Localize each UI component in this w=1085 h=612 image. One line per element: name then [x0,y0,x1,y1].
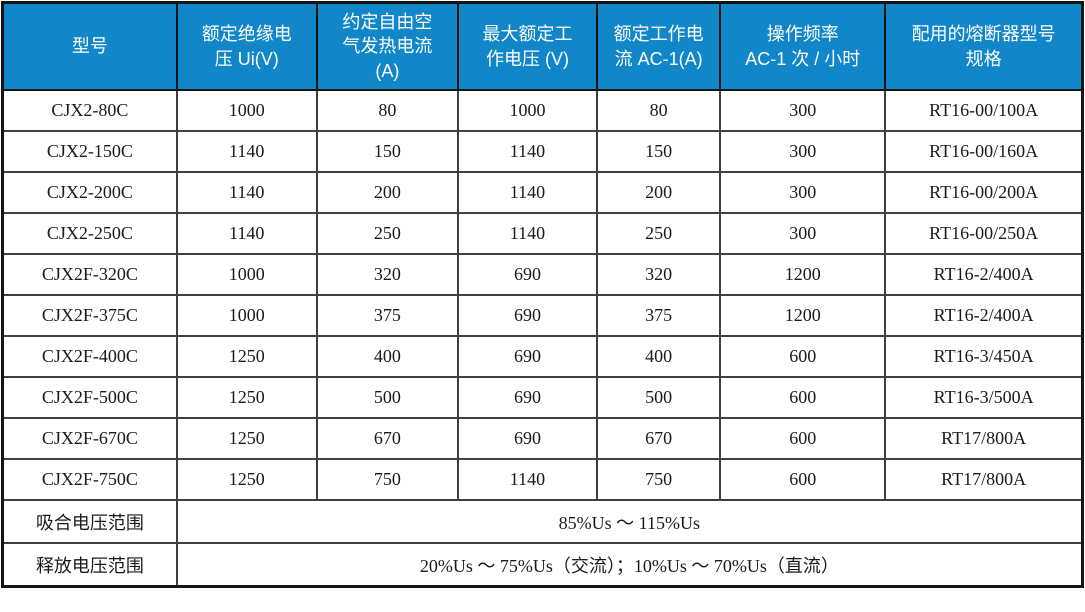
table-cell-model: CJX2F-400C [1,335,178,378]
table-cell-fuse: RT17/800A [884,417,1084,460]
table-cell: 1140 [456,171,599,214]
table-row: CJX2F-750C 1250 750 1140 750 600 RT17/80… [1,458,1084,501]
table-cell-fuse: RT16-00/200A [884,171,1084,214]
table-row: CJX2F-375C 1000 375 690 375 1200 RT16-2/… [1,294,1084,337]
table-cell: 300 [719,212,887,255]
table-cell-model: CJX2F-670C [1,417,178,460]
table-cell: 1250 [175,417,318,460]
table-cell: 375 [315,294,459,337]
column-header-fuse-spec: 配用的熔断器型号 规格 [884,1,1084,91]
table-cell: 600 [719,335,887,378]
pickup-voltage-label: 吸合电压范围 [1,499,178,544]
table-cell-fuse: RT16-00/250A [884,212,1084,255]
table-body: CJX2-80C 1000 80 1000 80 300 RT16-00/100… [1,89,1084,588]
table-cell: 750 [596,458,722,501]
pickup-voltage-row: 吸合电压范围 85%Us ～ 115%Us [1,499,1084,544]
table-cell-model: CJX2-250C [1,212,178,255]
table-cell: 1000 [175,253,318,296]
table-cell: 1250 [175,335,318,378]
table-cell-model: CJX2-150C [1,130,178,173]
column-header-max-working-voltage: 最大额定工 作电压 (V) [456,1,599,91]
table-cell: 200 [315,171,459,214]
table-cell: 670 [596,417,722,460]
table-cell-model: CJX2-80C [1,89,178,132]
table-row: CJX2-80C 1000 80 1000 80 300 RT16-00/100… [1,89,1084,132]
table-cell: 200 [596,171,722,214]
table-cell: 1140 [456,212,599,255]
table-cell: 500 [315,376,459,419]
table-cell-model: CJX2F-375C [1,294,178,337]
table-cell-model: CJX2F-320C [1,253,178,296]
table-cell: 600 [719,417,887,460]
table-cell-fuse: RT16-00/100A [884,89,1084,132]
table-cell: 150 [596,130,722,173]
table-cell: 80 [315,89,459,132]
table-row: CJX2F-400C 1250 400 690 400 600 RT16-3/4… [1,335,1084,378]
pickup-voltage-value: 85%Us ～ 115%Us [175,499,1084,544]
table-cell: 600 [719,458,887,501]
table-cell: 1000 [456,89,599,132]
table-cell: 1000 [175,89,318,132]
table-cell: 500 [596,376,722,419]
table-cell: 250 [315,212,459,255]
column-header-insulation-voltage: 额定绝缘电 压 Ui(V) [175,1,318,91]
table-cell: 1140 [175,212,318,255]
table-cell-model: CJX2F-750C [1,458,178,501]
table-cell-fuse: RT17/800A [884,458,1084,501]
table-cell: 690 [456,376,599,419]
table-row: CJX2-200C 1140 200 1140 200 300 RT16-00/… [1,171,1084,214]
table-cell: 150 [315,130,459,173]
table-cell-fuse: RT16-2/400A [884,253,1084,296]
table-cell-fuse: RT16-2/400A [884,294,1084,337]
table-cell: 1000 [175,294,318,337]
table-cell-model: CJX2-200C [1,171,178,214]
table-cell: 750 [315,458,459,501]
table-cell: 400 [315,335,459,378]
table-cell-fuse: RT16-3/450A [884,335,1084,378]
table-cell: 1200 [719,294,887,337]
table-cell: 300 [719,89,887,132]
table-cell: 400 [596,335,722,378]
table-row: CJX2F-500C 1250 500 690 500 600 RT16-3/5… [1,376,1084,419]
table-cell: 690 [456,253,599,296]
table-cell: 250 [596,212,722,255]
table-cell: 1140 [456,458,599,501]
table-cell: 690 [456,335,599,378]
table-row: CJX2-150C 1140 150 1140 150 300 RT16-00/… [1,130,1084,173]
table-cell: 1140 [175,130,318,173]
table-cell: 600 [719,376,887,419]
table-row: CJX2-250C 1140 250 1140 250 300 RT16-00/… [1,212,1084,255]
table-cell: 375 [596,294,722,337]
table-cell: 320 [596,253,722,296]
table-cell: 1140 [456,130,599,173]
table-cell: 1250 [175,458,318,501]
release-voltage-row: 释放电压范围 20%Us ～ 75%Us（交流）；10%Us ～ 70%Us（直… [1,542,1084,588]
table-header: 型号 额定绝缘电 压 Ui(V) 约定自由空 气发热电流 (A) 最大额定工 作… [1,1,1084,91]
table-row: CJX2F-320C 1000 320 690 320 1200 RT16-2/… [1,253,1084,296]
column-header-working-current: 额定工作电 流 AC-1(A) [596,1,722,91]
release-voltage-value: 20%Us ～ 75%Us（交流）；10%Us ～ 70%Us（直流） [175,542,1084,588]
table-cell: 300 [719,130,887,173]
column-header-thermal-current: 约定自由空 气发热电流 (A) [315,1,459,91]
table-cell-model: CJX2F-500C [1,376,178,419]
table-cell: 690 [456,294,599,337]
column-header-model: 型号 [1,1,178,91]
table-cell-fuse: RT16-00/160A [884,130,1084,173]
table-cell: 300 [719,171,887,214]
table-cell: 670 [315,417,459,460]
table-cell: 320 [315,253,459,296]
contactor-spec-table: 型号 额定绝缘电 压 Ui(V) 约定自由空 气发热电流 (A) 最大额定工 作… [1,1,1084,588]
header-row: 型号 额定绝缘电 压 Ui(V) 约定自由空 气发热电流 (A) 最大额定工 作… [1,1,1084,91]
table-row: CJX2F-670C 1250 670 690 670 600 RT17/800… [1,417,1084,460]
table-cell: 80 [596,89,722,132]
column-header-operation-frequency: 操作频率 AC-1 次 / 小时 [719,1,887,91]
table-cell-fuse: RT16-3/500A [884,376,1084,419]
release-voltage-label: 释放电压范围 [1,542,178,588]
table-cell: 690 [456,417,599,460]
table-cell: 1250 [175,376,318,419]
table-cell: 1200 [719,253,887,296]
table-cell: 1140 [175,171,318,214]
